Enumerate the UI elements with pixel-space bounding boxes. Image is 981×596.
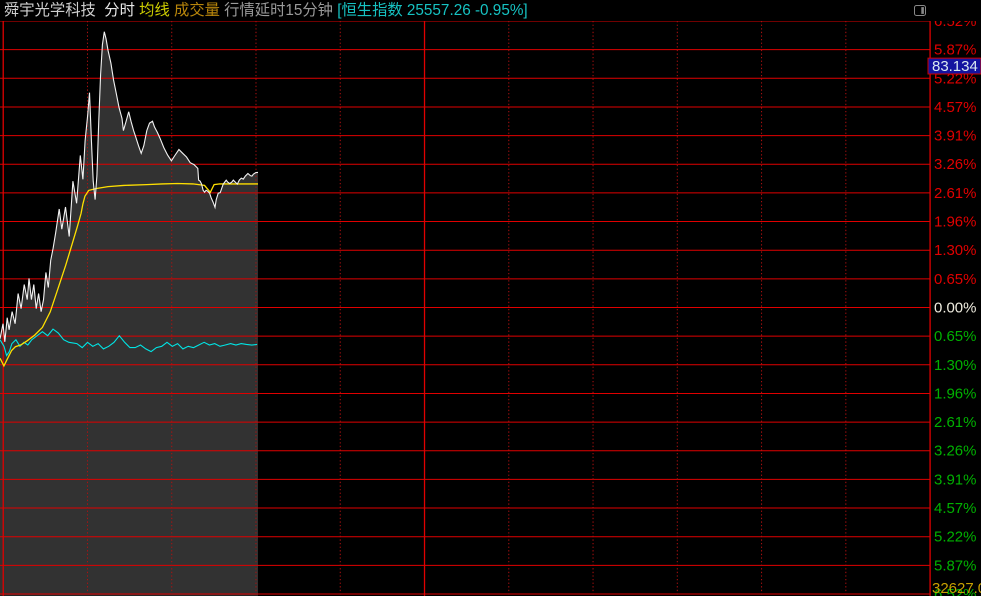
svg-text:2.61%: 2.61% <box>934 185 977 202</box>
svg-text:4.57%: 4.57% <box>934 99 977 116</box>
svg-text:6.52%: 6.52% <box>934 21 977 30</box>
svg-text:4.57%: 4.57% <box>934 500 977 517</box>
svg-text:3.26%: 3.26% <box>934 443 977 460</box>
svg-text:5.22%: 5.22% <box>934 529 977 546</box>
svg-text:1.30%: 1.30% <box>934 357 977 374</box>
svg-text:83.134: 83.134 <box>932 58 978 75</box>
svg-text:3.91%: 3.91% <box>934 128 977 145</box>
svg-text:5.87%: 5.87% <box>934 557 977 574</box>
svg-text:3.26%: 3.26% <box>934 156 977 173</box>
svg-text:2.61%: 2.61% <box>934 414 977 431</box>
svg-text:5.87%: 5.87% <box>934 42 977 59</box>
svg-text:1.30%: 1.30% <box>934 242 977 259</box>
svg-text:0.65%: 0.65% <box>934 271 977 288</box>
svg-text:1.96%: 1.96% <box>934 214 977 231</box>
svg-text:1.96%: 1.96% <box>934 385 977 402</box>
svg-text:3.91%: 3.91% <box>934 471 977 488</box>
svg-text:0.65%: 0.65% <box>934 328 977 345</box>
svg-text:32627.0: 32627.0 <box>932 580 981 596</box>
svg-text:0.00%: 0.00% <box>934 299 977 316</box>
